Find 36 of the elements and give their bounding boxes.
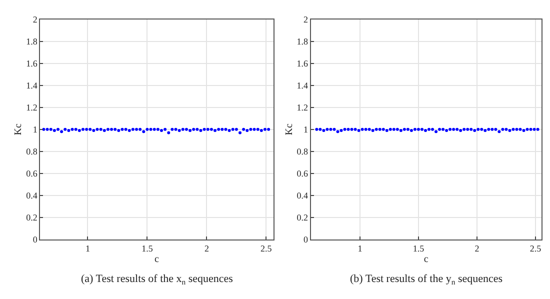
y-tick-label: 0.2: [296, 212, 308, 223]
y-tick-label: 1.2: [296, 102, 308, 113]
text: (a) Test results of the x$_{n}$ sequences: [81, 273, 233, 286]
x-tick-label: 2: [474, 243, 480, 254]
x-tick-label: 2.5: [530, 243, 542, 254]
x-tick-label: 1: [358, 243, 362, 254]
y-tick-label: 0: [32, 234, 38, 245]
x-tick-label: 1.5: [142, 243, 154, 254]
x-tick-label: 2: [204, 243, 209, 254]
y-tick-label: 1.6: [296, 58, 309, 68]
y-tick-label: 0.8: [296, 146, 309, 157]
y-tick-label: 1.6: [26, 58, 38, 68]
y-tick-label: 2: [32, 14, 38, 24]
x-axis-title: c: [424, 254, 429, 265]
y-tick-label: 1.8: [26, 36, 38, 46]
y-tick-label: 0.6: [296, 168, 309, 179]
y-tick-label: 2: [304, 14, 308, 24]
y-tick-label: 0.4: [26, 190, 38, 201]
y-tick-label: 1: [32, 124, 38, 135]
y-tick-label: 1.2: [26, 102, 38, 113]
y-tick-label: 0.8: [26, 146, 38, 157]
y-tick-label: 0: [304, 234, 309, 245]
text: (b) Test results of the y$_{n}$ sequences: [350, 273, 503, 286]
y-tick-label: 0.6: [26, 168, 38, 179]
y-axis-title: Kc: [13, 123, 24, 136]
x-axis-title: c: [154, 254, 160, 265]
x-tick-label: 1.5: [412, 243, 425, 254]
y-tick-label: 1.4: [296, 80, 309, 91]
y-tick-label: 1: [304, 124, 308, 135]
x-tick-label: 1: [85, 243, 90, 254]
y-tick-label: 1.8: [296, 36, 309, 46]
y-tick-label: 0.4: [296, 190, 309, 201]
x-tick-label: 2.5: [260, 243, 272, 254]
y-axis-title: Kc: [284, 123, 295, 136]
y-tick-label: 1.4: [26, 80, 38, 91]
y-tick-label: 0.2: [26, 212, 38, 223]
